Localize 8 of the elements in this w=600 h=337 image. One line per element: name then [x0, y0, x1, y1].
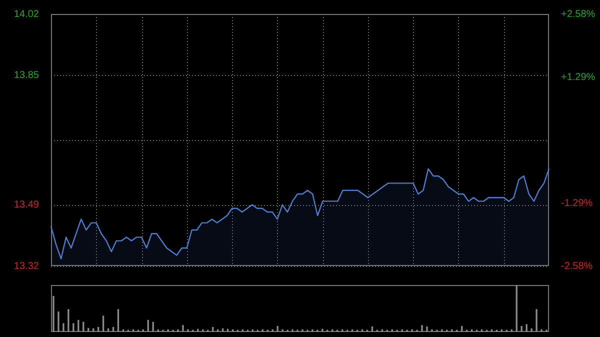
- y-tick-label: 13.85: [14, 70, 40, 81]
- y2-tick-label: -1.29%: [561, 198, 593, 209]
- y2-tick-label: +2.58%: [561, 8, 596, 20]
- y2-tick-label: -2.58%: [561, 260, 593, 272]
- y-tick-label: 13.49: [14, 200, 40, 211]
- y2-tick-label: +1.29%: [561, 72, 596, 83]
- y-tick-label: 13.32: [14, 260, 40, 272]
- y-tick-label: 14.02: [14, 8, 40, 20]
